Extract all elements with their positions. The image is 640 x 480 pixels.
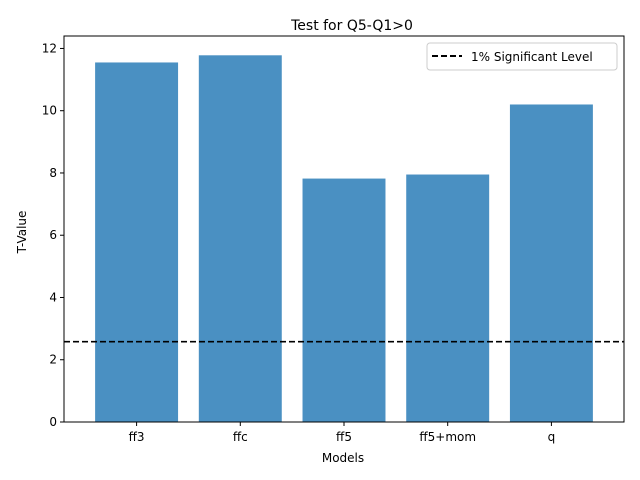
legend: 1% Significant Level <box>426 42 618 71</box>
y-tick-label: 12 <box>42 41 57 55</box>
bar-ff5 <box>302 178 386 422</box>
y-axis-label: T-Value <box>15 211 29 255</box>
x-axis-label: Models <box>322 451 364 465</box>
x-tick-label: q <box>548 430 556 444</box>
x-tick-label: ffc <box>233 430 248 444</box>
y-tick-label: 0 <box>49 415 57 429</box>
chart-title: Test for Q5-Q1>0 <box>290 18 413 34</box>
legend-box <box>426 42 618 71</box>
y-axis: 0 2 4 6 8 10 12 <box>42 41 64 429</box>
x-tick-label: ff5+mom <box>419 430 476 444</box>
plot-frame <box>63 35 625 423</box>
x-tick-label: ff5 <box>336 430 352 444</box>
bar-ff3 <box>95 62 179 423</box>
y-tick-label: 8 <box>49 166 57 180</box>
bar-ffc <box>198 55 282 423</box>
y-tick-label: 10 <box>42 104 57 118</box>
y-tick-label: 2 <box>49 353 57 367</box>
bar-q <box>509 104 593 422</box>
x-axis: ff3 ffc ff5 ff5+mom q <box>129 422 556 444</box>
legend-label: 1% Significant Level <box>471 50 593 64</box>
bar-ff5-mom <box>406 174 490 422</box>
bars-layer <box>95 55 593 423</box>
y-tick-label: 6 <box>49 228 57 242</box>
x-tick-label: ff3 <box>129 430 145 444</box>
y-tick-label: 4 <box>49 290 57 304</box>
